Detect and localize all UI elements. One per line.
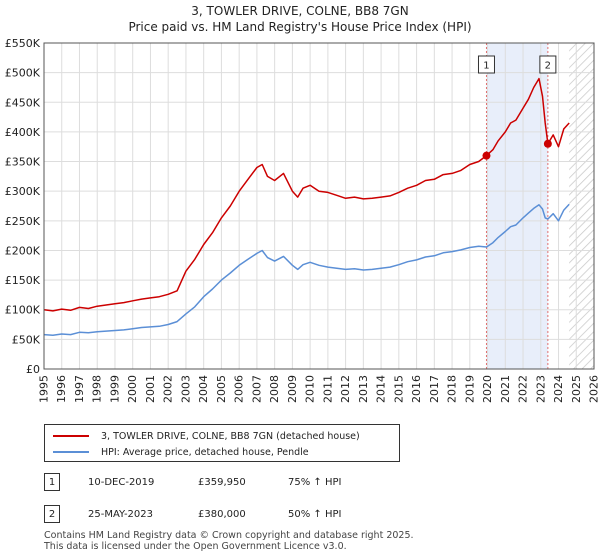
- x-tick-label: 2021: [499, 375, 512, 403]
- x-tick-label: 2010: [304, 375, 317, 403]
- x-tick-label: 2015: [392, 375, 405, 403]
- transaction-row: 2 25-MAY-2023 £380,000 50% ↑ HPI: [44, 504, 408, 524]
- price-chart: 3, TOWLER DRIVE, COLNE, BB8 7GN Price pa…: [5, 4, 600, 403]
- x-tick-label: 2008: [268, 375, 281, 403]
- x-tick-label: 2022: [517, 375, 530, 403]
- x-tick-label: 2004: [197, 375, 210, 403]
- x-tick-label: 1999: [108, 375, 121, 403]
- series-line: [43, 203, 570, 336]
- sale-marker-label: 1: [483, 61, 489, 72]
- x-tick-label: 2018: [446, 375, 459, 403]
- y-tick-label: £100K: [5, 304, 41, 317]
- y-tick-label: £150K: [5, 274, 41, 287]
- x-tick-label: 2013: [357, 375, 370, 403]
- footer-license: This data is licensed under the Open Gov…: [44, 541, 347, 552]
- x-tick-label: 2002: [162, 375, 175, 403]
- chart-title: 3, TOWLER DRIVE, COLNE, BB8 7GN: [191, 4, 408, 18]
- legend-swatch-hpi: [53, 451, 89, 453]
- transaction-date: 10-DEC-2019: [88, 476, 155, 488]
- chart-subtitle: Price paid vs. HM Land Registry's House …: [128, 20, 471, 34]
- y-tick-label: £200K: [5, 244, 41, 257]
- legend-label-hpi: HPI: Average price, detached house, Pend…: [101, 446, 309, 458]
- transaction-number: 1: [44, 473, 60, 491]
- transaction-hpi: 75% ↑ HPI: [288, 476, 342, 488]
- x-tick-label: 2011: [321, 375, 334, 403]
- sale-marker-box: [477, 55, 495, 74]
- transaction-hpi: 50% ↑ HPI: [288, 508, 342, 520]
- y-tick-label: £550K: [5, 37, 41, 50]
- x-tick-label: 2019: [463, 375, 476, 403]
- legend-label-property: 3, TOWLER DRIVE, COLNE, BB8 7GN (detache…: [101, 430, 360, 442]
- series-line: [43, 77, 570, 312]
- x-tick-label: 2024: [552, 375, 565, 403]
- y-tick-label: £250K: [5, 215, 41, 228]
- x-tick-label: 2023: [534, 375, 547, 403]
- y-tick-label: £500K: [5, 67, 41, 80]
- legend-item-property: 3, TOWLER DRIVE, COLNE, BB8 7GN (detache…: [53, 428, 360, 444]
- transaction-price: £380,000: [198, 508, 246, 520]
- sale-point: [482, 151, 491, 160]
- footer: Contains HM Land Registry data © Crown c…: [44, 530, 414, 552]
- x-tick-label: 2026: [588, 375, 600, 403]
- sale-marker-label: 2: [545, 61, 551, 72]
- y-tick-label: £0: [26, 363, 40, 376]
- x-tick-label: 1998: [91, 375, 104, 403]
- x-tick-label: 1996: [55, 375, 68, 403]
- transaction-row: 1 10-DEC-2019 £359,950 75% ↑ HPI: [44, 472, 408, 492]
- y-tick-label: £450K: [5, 96, 41, 109]
- x-tick-label: 2020: [481, 375, 494, 403]
- x-tick-label: 2012: [339, 375, 352, 403]
- x-tick-label: 2001: [144, 375, 157, 403]
- x-tick-label: 2003: [179, 375, 192, 403]
- y-tick-label: £350K: [5, 156, 41, 169]
- x-tick-label: 2000: [126, 375, 139, 403]
- x-tick-label: 1997: [73, 375, 86, 403]
- sale-marker-box: [539, 55, 557, 74]
- y-tick-label: £50K: [12, 333, 41, 346]
- x-tick-label: 2016: [410, 375, 423, 403]
- transaction-date: 25-MAY-2023: [88, 508, 154, 520]
- x-tick-label: 1995: [38, 375, 51, 403]
- legend: 3, TOWLER DRIVE, COLNE, BB8 7GN (detache…: [44, 424, 400, 462]
- legend-swatch-property: [53, 435, 89, 437]
- transaction-number: 2: [44, 505, 60, 523]
- x-tick-label: 2009: [286, 375, 299, 403]
- legend-item-hpi: HPI: Average price, detached house, Pend…: [53, 444, 309, 460]
- between-sales-shading: [486, 43, 548, 369]
- future-region-hatch: [569, 43, 594, 369]
- y-tick-label: £400K: [5, 126, 41, 139]
- footer-copyright: Contains HM Land Registry data © Crown c…: [44, 530, 414, 541]
- x-tick-label: 2006: [233, 375, 246, 403]
- sale-point: [543, 139, 552, 148]
- x-tick-label: 2007: [250, 375, 263, 403]
- x-tick-label: 2025: [570, 375, 583, 403]
- transaction-price: £359,950: [198, 476, 246, 488]
- x-tick-label: 2017: [428, 375, 441, 403]
- y-tick-label: £300K: [5, 185, 41, 198]
- x-tick-label: 2014: [375, 375, 388, 403]
- x-tick-label: 2005: [215, 375, 228, 403]
- plot-border: [43, 42, 595, 370]
